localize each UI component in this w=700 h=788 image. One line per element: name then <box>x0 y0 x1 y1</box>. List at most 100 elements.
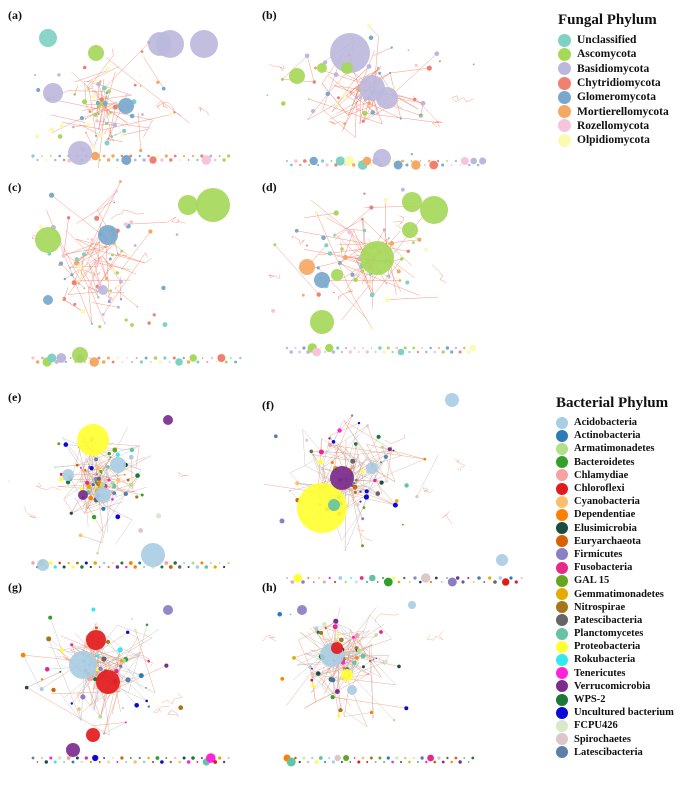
network-node <box>290 163 293 167</box>
network-node <box>121 155 132 165</box>
network-node <box>99 482 105 488</box>
network-node <box>119 664 123 668</box>
network-node <box>327 251 333 256</box>
network-hub-node <box>178 195 198 215</box>
network-node <box>309 627 312 630</box>
network-edge <box>69 265 98 268</box>
network-node <box>71 280 77 286</box>
network-node <box>419 115 422 118</box>
network-node <box>389 241 394 246</box>
network-edge <box>137 112 141 151</box>
network-node <box>201 155 212 165</box>
network-node <box>350 414 354 417</box>
network-node <box>294 756 297 760</box>
network-edge <box>320 446 342 470</box>
network-node <box>361 665 365 669</box>
network-node <box>129 113 135 119</box>
network-node <box>359 576 364 580</box>
network-edge <box>86 85 88 88</box>
network-node <box>133 629 137 632</box>
network-node <box>156 513 162 519</box>
network-node <box>362 110 368 116</box>
network-edge <box>125 651 142 660</box>
network-node <box>292 656 296 660</box>
network-edge <box>352 99 356 103</box>
network-node <box>330 461 334 464</box>
network-node <box>392 719 396 722</box>
network-node <box>301 580 305 584</box>
network-node <box>312 676 314 678</box>
network-edge <box>332 634 377 681</box>
network-edge <box>82 470 110 481</box>
network-node <box>281 101 286 106</box>
network-node <box>218 562 221 564</box>
network-node <box>331 440 336 444</box>
network-node <box>334 754 341 762</box>
network-node <box>373 478 377 483</box>
network-node <box>62 565 66 569</box>
network-node <box>147 321 151 325</box>
network-node <box>290 580 295 584</box>
network-node <box>96 81 101 87</box>
network-edge <box>446 515 449 520</box>
network-node <box>365 350 369 354</box>
network-node <box>324 243 329 248</box>
network-edge <box>327 637 331 644</box>
fungal-legend-title: Fungal Phylum <box>558 12 657 28</box>
network-node <box>279 518 285 524</box>
network-node <box>458 760 462 764</box>
network-node <box>311 667 313 670</box>
network-node <box>161 285 166 291</box>
network-edge <box>156 101 161 106</box>
network-node <box>138 154 141 158</box>
network-node <box>71 760 75 764</box>
network-edge <box>326 640 331 642</box>
network-hub-node <box>330 33 370 73</box>
network-node <box>98 325 102 329</box>
network-panel-b: (b) <box>262 8 512 173</box>
network-edge <box>358 653 360 664</box>
network-edge <box>52 486 61 491</box>
network-node <box>382 577 384 579</box>
network-node <box>160 565 164 569</box>
network-edge <box>59 692 82 721</box>
network-node <box>382 228 386 232</box>
network-node <box>111 360 115 364</box>
network-node <box>335 156 345 166</box>
network-edge <box>330 422 360 436</box>
network-node <box>400 257 404 261</box>
network-node <box>74 257 79 262</box>
network-hub-node <box>496 554 508 566</box>
network-edge <box>381 455 402 463</box>
network-node <box>341 93 347 98</box>
network-node <box>168 565 173 569</box>
network-edge <box>104 42 150 89</box>
network-edge <box>456 461 465 466</box>
network-node <box>213 158 217 162</box>
network-node <box>411 160 421 170</box>
network-edge <box>88 264 99 298</box>
network-node <box>334 581 336 583</box>
network-node <box>136 305 139 308</box>
network-node <box>369 756 373 760</box>
network-node <box>319 630 324 635</box>
network-node <box>361 517 365 521</box>
network-edge <box>322 435 331 467</box>
legend-item: Cyanobacteria <box>556 495 674 508</box>
network-node <box>126 478 130 482</box>
network-node <box>75 756 79 760</box>
network-hub-node <box>366 462 378 474</box>
network-edge <box>98 649 121 655</box>
network-edge <box>91 658 156 694</box>
network-node <box>305 438 309 442</box>
network-edge <box>367 425 382 463</box>
network-node <box>58 561 61 565</box>
network-node <box>294 228 299 233</box>
network-edge <box>167 709 172 715</box>
network-node <box>378 71 382 75</box>
legend-swatch <box>558 47 571 61</box>
network-edge <box>439 630 444 636</box>
network-node <box>463 346 466 350</box>
network-node <box>187 159 190 161</box>
network-node <box>405 163 409 167</box>
